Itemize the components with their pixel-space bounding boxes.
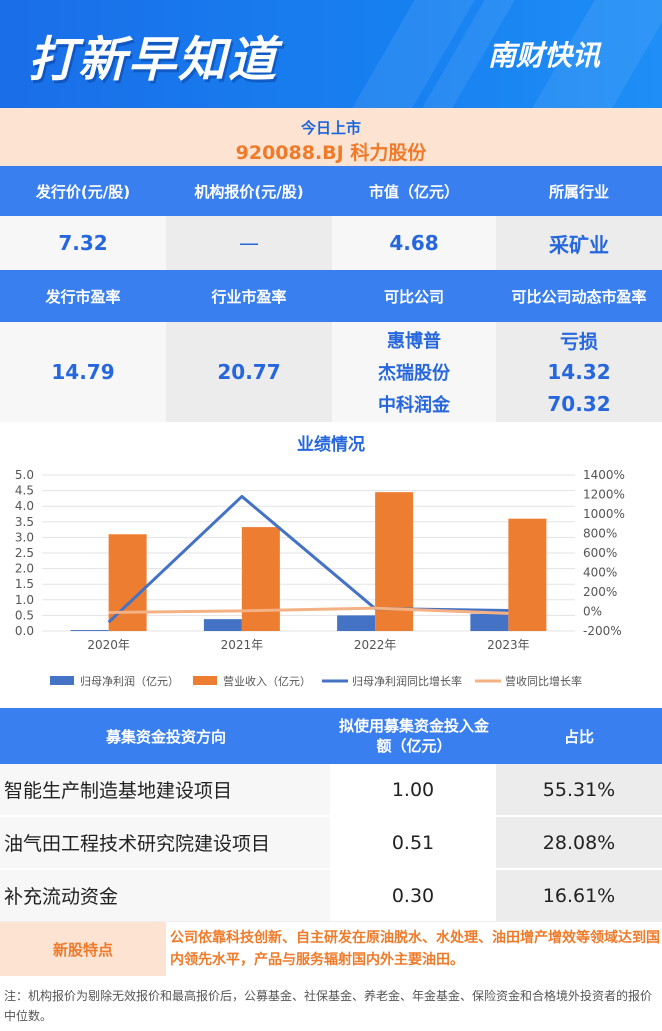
fund-row-3-name: 补充流动资金 bbox=[0, 870, 330, 921]
x-tick-label: 2022年 bbox=[354, 638, 397, 652]
line-revenue-growth bbox=[108, 606, 509, 615]
bar-net-profit bbox=[203, 619, 242, 631]
today-label: 今日上市 bbox=[300, 119, 361, 137]
feature-section: 新股特点 公司依靠科技创新、自主研发在原油脱水、水处理、油田增产增效等领域达到国… bbox=[0, 921, 662, 976]
value-industry-pe: 20.77 bbox=[166, 322, 332, 422]
header-industry-pe: 行业市盈率 bbox=[211, 287, 287, 306]
company-1: 惠博普 bbox=[387, 331, 441, 352]
y2-tick-label: 1000% bbox=[583, 507, 625, 521]
y-tick-label: 4.0 bbox=[15, 499, 34, 513]
bar-revenue bbox=[241, 527, 280, 631]
footnote: 注：机构报价为剔除无效报价和最高报价后，公募基金、社保基金、养老金、年金基金、保… bbox=[4, 989, 653, 1023]
bar-net-profit bbox=[337, 615, 376, 631]
chart-y-ticks: 0.0 0.51.0 1.52.0 2.5 3.03.5 4.04.5 5.0 bbox=[15, 468, 34, 638]
bar-net-profit bbox=[70, 630, 109, 631]
header-banner: 打新早知道 南财快讯 bbox=[0, 0, 662, 108]
legend-label: 归母净利润（亿元） bbox=[80, 674, 179, 688]
y-tick-label: 3.0 bbox=[15, 530, 34, 544]
info-value-row-1: 7.32 — 4.68 采矿业 bbox=[0, 216, 662, 270]
y2-tick-label: 600% bbox=[583, 546, 617, 560]
chart-y2-ticks: -200% 0% 200% 400% 600% 800% 1000% 1200% 1400% bbox=[583, 468, 625, 638]
y2-tick-label: 0% bbox=[583, 605, 602, 619]
funds-header-row: 募集资金投资方向 拟使用募集资金投入金额（亿元） 占比 bbox=[0, 708, 662, 764]
fund-row-2-name: 油气田工程技术研究院建设项目 bbox=[0, 817, 330, 868]
performance-chart: 0.0 0.51.0 1.52.0 2.5 3.03.5 4.04.5 5.0 -200% 0… bbox=[15, 468, 625, 688]
header-issue-pe: 发行市盈率 bbox=[45, 287, 121, 306]
funds-header-amount: 拟使用募集资金投入金额（亿元） bbox=[338, 717, 489, 755]
legend-label: 营收同比增长率 bbox=[505, 674, 582, 688]
value-issue-price: 7.32 bbox=[0, 216, 166, 270]
funds-table-body: 智能生产制造基地建设项目 1.00 55.31% 油气田工程技术研究院建设项目 … bbox=[0, 764, 662, 921]
header-industry: 所属行业 bbox=[548, 182, 609, 201]
y-tick-label: 1.0 bbox=[15, 593, 34, 607]
header-comparables: 可比公司 bbox=[383, 287, 444, 306]
chart-lines bbox=[107, 494, 509, 624]
y2-tick-label: 1400% bbox=[583, 468, 625, 482]
brand-logo: 南财快讯 bbox=[488, 39, 601, 72]
fund-row-2-amount: 0.51 bbox=[332, 817, 494, 868]
page-title: 打新早知道 bbox=[28, 32, 279, 88]
fund-row-3-ratio: 16.61% bbox=[496, 870, 662, 921]
y2-tick-label: 400% bbox=[583, 566, 617, 580]
legend-label: 营业收入（亿元） bbox=[223, 674, 311, 688]
chart-bars bbox=[70, 492, 547, 631]
y2-tick-label: 800% bbox=[583, 527, 617, 541]
company-2: 杰瑞股份 bbox=[378, 363, 450, 384]
x-tick-label: 2023年 bbox=[487, 638, 530, 652]
y-tick-label: 1.5 bbox=[15, 577, 34, 591]
chart-title: 业绩情况 bbox=[297, 435, 365, 455]
chart-x-ticks: 2020年 2021年 2022年 2023年 bbox=[87, 638, 529, 652]
y2-tick-label: 1200% bbox=[583, 488, 625, 502]
funds-header-direction: 募集资金投资方向 bbox=[105, 727, 226, 746]
value-market-cap: 4.68 bbox=[332, 216, 496, 270]
header-issue-price: 发行价(元/股) bbox=[35, 182, 131, 201]
header-market-cap: 市值（亿元） bbox=[368, 182, 459, 201]
y-tick-label: 0.0 bbox=[15, 624, 34, 638]
fund-row-1-amount: 1.00 bbox=[332, 764, 494, 815]
company-pe-3: 70.32 bbox=[547, 392, 611, 416]
legend-swatch bbox=[193, 676, 217, 685]
y-tick-label: 2.5 bbox=[15, 546, 34, 560]
stock-name: 920088.BJ 科力股份 bbox=[235, 142, 427, 164]
fund-row-3-amount: 0.30 bbox=[332, 870, 494, 921]
header-inst-quote: 机构报价(元/股) bbox=[194, 182, 304, 201]
legend-swatch bbox=[50, 676, 74, 685]
comparable-companies: 惠博普 杰瑞股份 中科润金 bbox=[332, 322, 496, 422]
y-tick-label: 5.0 bbox=[15, 468, 34, 482]
chart-legend: 归母净利润（亿元） 营业收入（亿元） 归母净利润同比增长率 营收同比增长率 bbox=[50, 674, 582, 688]
y-tick-label: 4.5 bbox=[15, 484, 34, 498]
feature-text: 公司依靠科技创新、自主研发在原油脱水、水处理、油田增产增效等领域达到国内领先水平… bbox=[170, 930, 660, 968]
y-tick-label: 3.5 bbox=[15, 515, 34, 529]
y-tick-label: 0.5 bbox=[15, 608, 34, 622]
value-inst-quote: — bbox=[166, 216, 332, 270]
header-comparable-pe: 可比公司动态市盈率 bbox=[511, 287, 647, 306]
today-listing: 今日上市 920088.BJ 科力股份 bbox=[0, 108, 662, 166]
x-tick-label: 2020年 bbox=[87, 638, 130, 652]
y2-tick-label: 200% bbox=[583, 585, 617, 599]
funds-header-ratio: 占比 bbox=[563, 727, 594, 746]
comparable-pe-values: 亏损 14.32 70.32 bbox=[496, 322, 662, 422]
legend-label: 归母净利润同比增长率 bbox=[352, 674, 462, 688]
y-tick-label: 2.0 bbox=[15, 562, 34, 576]
company-3: 中科润金 bbox=[378, 395, 450, 416]
line-net-profit-growth bbox=[107, 494, 509, 624]
fund-row-1-name: 智能生产制造基地建设项目 bbox=[0, 764, 330, 815]
info-value-row-2: 14.79 20.77 惠博普 杰瑞股份 中科润金 亏损 14.32 70.32 bbox=[0, 322, 662, 422]
company-pe-1: 亏损 bbox=[559, 330, 598, 353]
value-issue-pe: 14.79 bbox=[0, 322, 166, 422]
bar-net-profit bbox=[470, 613, 509, 631]
y2-tick-label: -200% bbox=[583, 624, 622, 638]
x-tick-label: 2021年 bbox=[221, 638, 264, 652]
fund-row-1-ratio: 55.31% bbox=[496, 764, 662, 815]
value-industry: 采矿业 bbox=[496, 216, 662, 270]
info-header-row-2: 发行市盈率 行业市盈率 可比公司 可比公司动态市盈率 bbox=[0, 270, 662, 322]
fund-row-2-ratio: 28.08% bbox=[496, 817, 662, 868]
company-pe-2: 14.32 bbox=[547, 360, 611, 384]
bar-revenue bbox=[508, 518, 547, 631]
info-header-row-1: 发行价(元/股) 机构报价(元/股) 市值（亿元） 所属行业 bbox=[0, 166, 662, 216]
feature-label: 新股特点 bbox=[0, 922, 166, 976]
